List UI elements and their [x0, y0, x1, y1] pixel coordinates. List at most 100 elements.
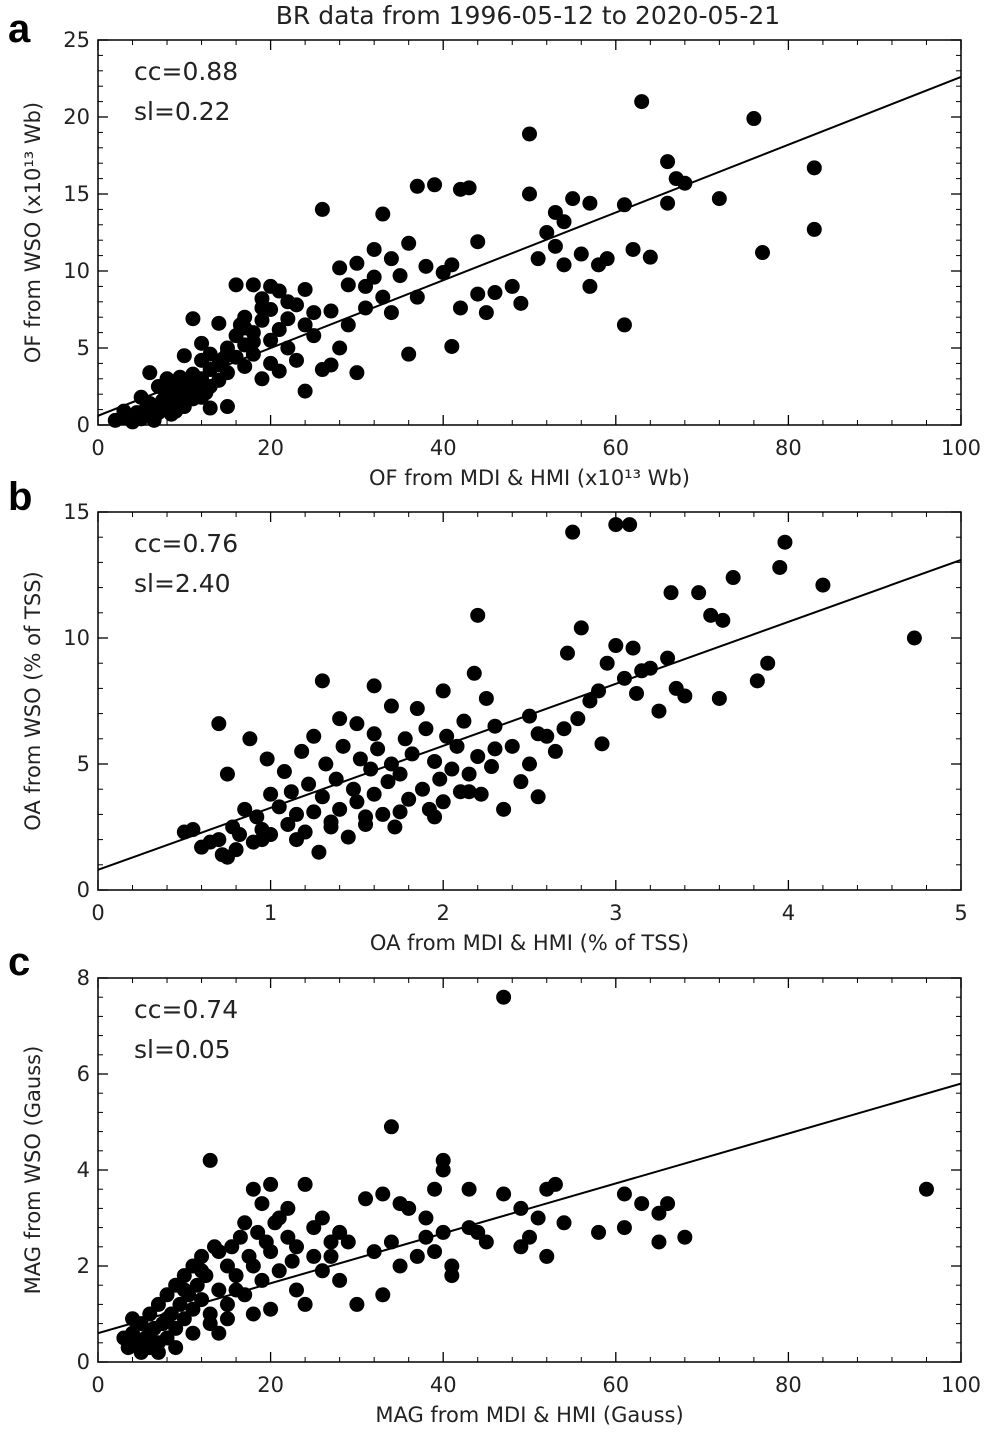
- data-point: [539, 225, 555, 240]
- slope-annotation: sl=2.40: [134, 569, 231, 598]
- data-point: [427, 1181, 443, 1197]
- data-point: [366, 1244, 382, 1260]
- data-point: [815, 577, 831, 593]
- data-point: [349, 365, 365, 381]
- data-point: [599, 655, 615, 671]
- data-point: [470, 1224, 486, 1240]
- figure-title: BR data from 1996-05-12 to 2020-05-21: [276, 1, 780, 30]
- data-point: [219, 399, 235, 415]
- data-point: [306, 1220, 322, 1236]
- data-point: [332, 1224, 348, 1240]
- data-point: [383, 1119, 399, 1135]
- data-point: [725, 570, 741, 586]
- data-point: [228, 1268, 244, 1284]
- data-point: [397, 731, 413, 747]
- data-point: [314, 1210, 330, 1226]
- data-point: [306, 728, 322, 744]
- data-point: [283, 784, 299, 800]
- data-point: [172, 1296, 188, 1312]
- data-point: [711, 690, 727, 706]
- data-point: [276, 764, 292, 780]
- data-point: [513, 1239, 529, 1255]
- data-point: [806, 160, 822, 176]
- data-point: [245, 1306, 261, 1322]
- data-point: [642, 660, 658, 676]
- data-point: [634, 1196, 650, 1212]
- panel-label: b: [8, 475, 32, 519]
- data-point: [375, 289, 391, 305]
- data-point: [470, 607, 486, 623]
- data-point: [432, 771, 448, 787]
- data-point: [711, 191, 727, 207]
- data-point: [176, 394, 192, 410]
- data-point: [159, 1287, 175, 1303]
- x-axis-label: OF from MDI & HMI (x10¹³ Wb): [369, 466, 690, 490]
- data-point: [642, 249, 658, 265]
- data-point: [522, 756, 537, 772]
- data-point: [370, 741, 386, 757]
- data-point: [288, 806, 304, 822]
- data-point: [677, 175, 693, 191]
- data-point: [159, 1311, 175, 1327]
- data-point: [340, 1234, 356, 1250]
- data-point: [228, 277, 244, 293]
- y-tick-label: 25: [63, 28, 90, 52]
- data-point: [409, 701, 425, 717]
- data-point: [332, 711, 348, 727]
- data-point: [219, 766, 235, 782]
- data-point: [414, 781, 430, 797]
- x-tick-label: 20: [257, 1373, 284, 1397]
- data-point: [306, 1248, 322, 1264]
- y-tick-label: 0: [77, 413, 90, 437]
- data-point: [660, 154, 676, 170]
- data-point: [358, 816, 374, 832]
- data-point: [142, 1306, 158, 1322]
- data-point: [306, 305, 322, 321]
- data-point: [444, 1268, 460, 1284]
- data-point: [435, 683, 451, 699]
- data-point: [189, 1277, 205, 1293]
- data-point: [314, 1263, 330, 1279]
- data-point: [530, 726, 546, 742]
- data-point: [387, 819, 403, 835]
- data-point: [142, 1325, 158, 1341]
- data-point: [547, 743, 563, 759]
- data-points: [107, 94, 822, 430]
- y-tick-label: 5: [77, 336, 90, 360]
- data-point: [918, 1181, 934, 1197]
- data-point: [582, 195, 598, 211]
- data-point: [375, 1186, 391, 1202]
- y-tick-label: 2: [77, 1254, 90, 1278]
- data-point: [461, 1181, 477, 1197]
- x-tick-label: 80: [775, 436, 802, 460]
- data-point: [651, 1205, 667, 1221]
- data-point: [608, 638, 624, 654]
- data-point: [435, 1152, 451, 1168]
- data-point: [383, 251, 399, 267]
- data-point: [622, 517, 638, 533]
- x-tick-label: 2: [437, 901, 450, 925]
- data-point: [168, 1340, 184, 1356]
- data-point: [271, 799, 287, 815]
- data-point: [280, 1200, 296, 1216]
- x-axis-label: OA from MDI & HMI (% of TSS): [370, 931, 689, 955]
- data-point: [237, 320, 253, 336]
- data-point: [168, 1320, 184, 1336]
- data-point: [392, 1258, 408, 1274]
- data-point: [806, 221, 822, 237]
- data-point: [263, 332, 279, 348]
- data-point: [194, 1263, 210, 1279]
- data-point: [211, 1282, 227, 1298]
- data-point: [427, 1244, 443, 1260]
- data-point: [478, 1234, 494, 1250]
- data-point: [496, 801, 512, 817]
- data-point: [522, 708, 537, 724]
- data-point: [559, 645, 575, 661]
- x-tick-label: 40: [430, 436, 457, 460]
- data-point: [185, 1325, 201, 1341]
- data-point: [366, 269, 382, 285]
- data-point: [366, 726, 382, 742]
- data-point: [159, 1330, 175, 1346]
- data-point: [565, 191, 581, 207]
- data-point: [449, 738, 465, 754]
